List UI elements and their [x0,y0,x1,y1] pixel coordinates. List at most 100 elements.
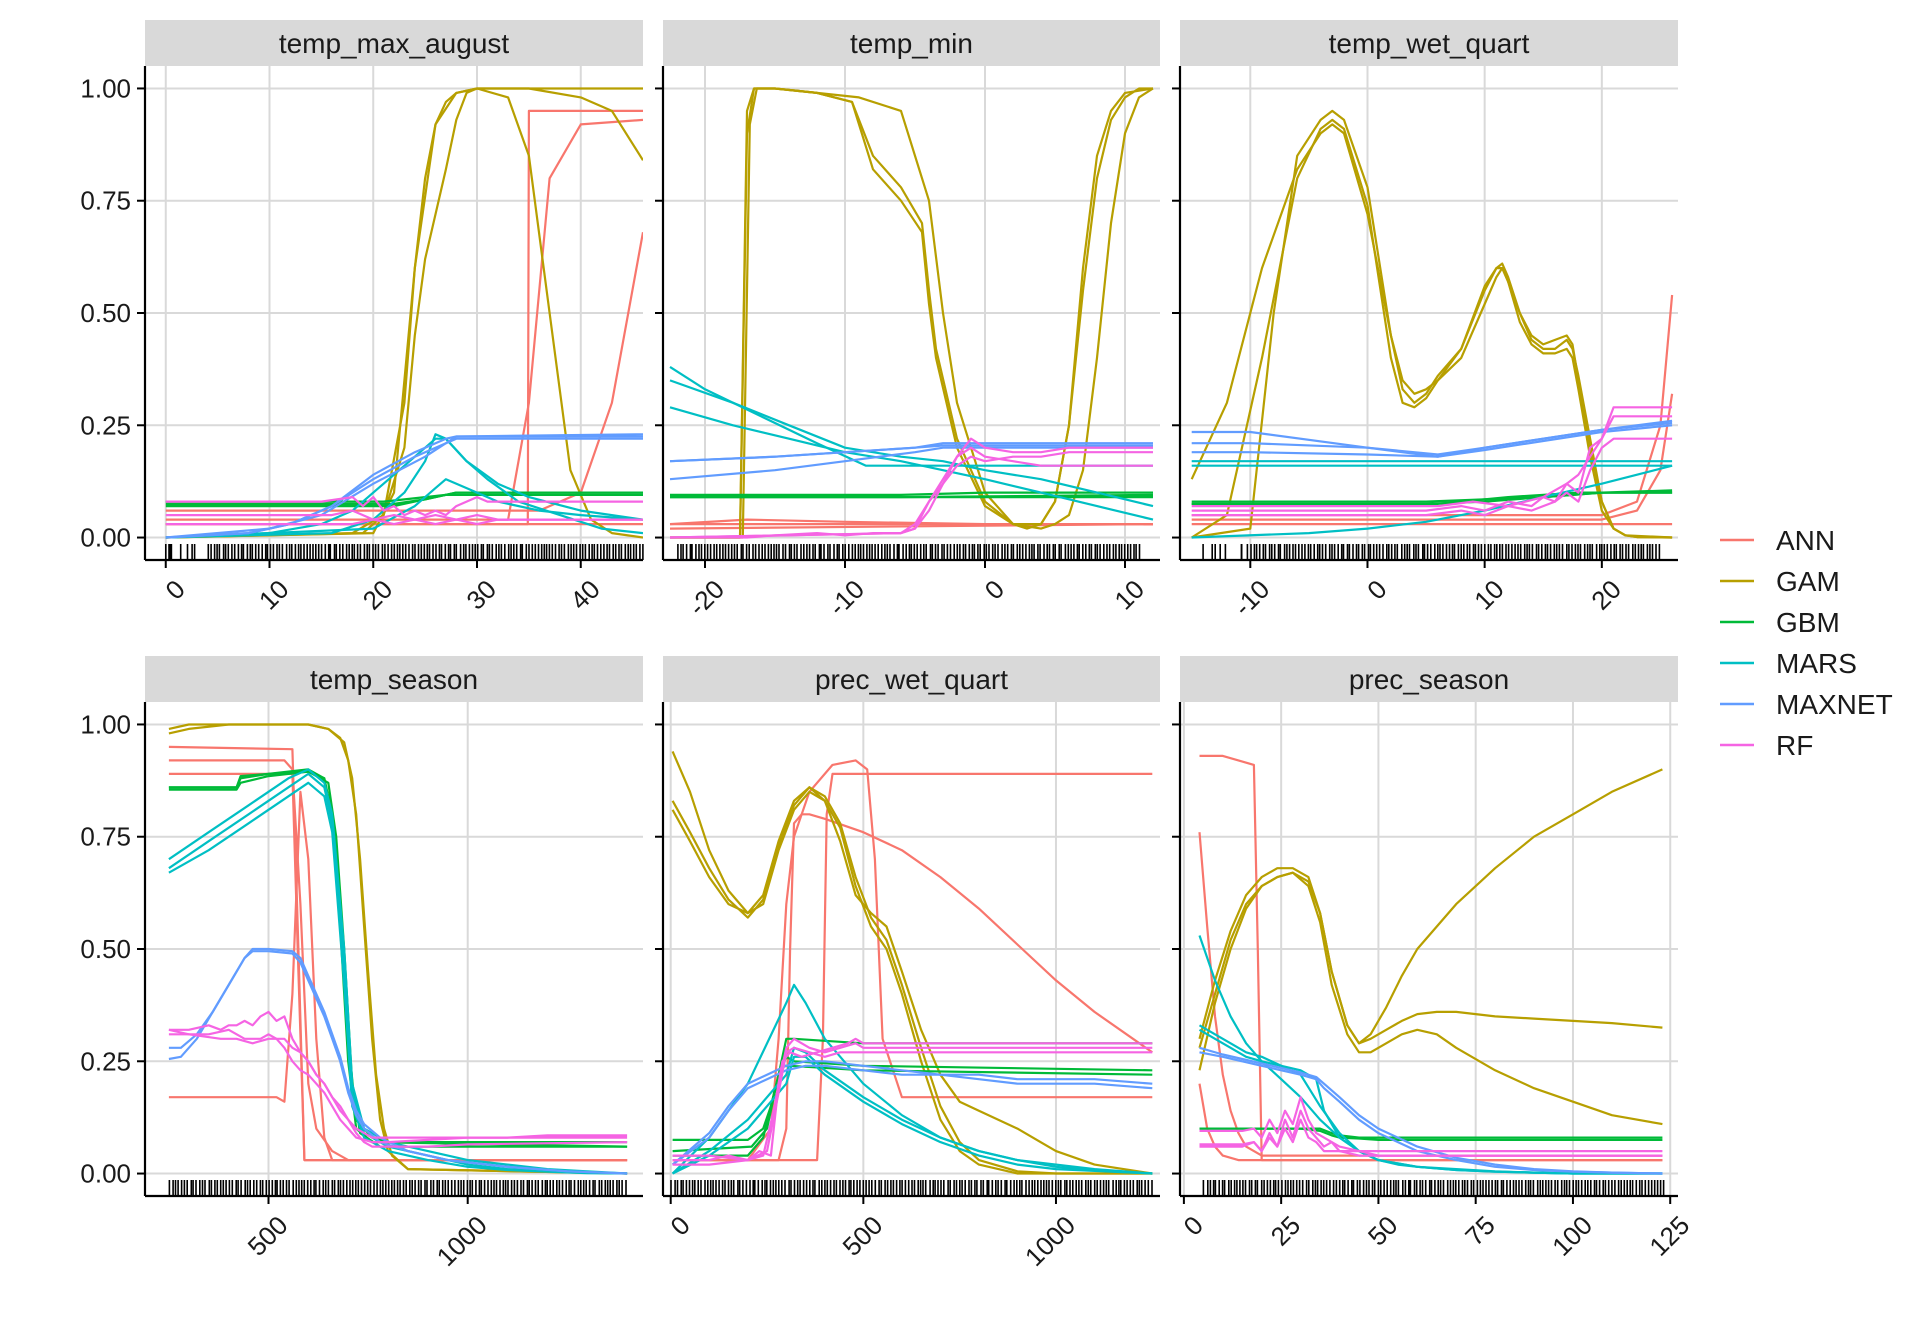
x-tick-label: 500 [242,1210,294,1262]
strip-background [663,20,1160,66]
x-tick-label: 1000 [431,1210,493,1272]
legend-item-ann: ANN [1720,525,1835,556]
legend-item-mars: MARS [1720,648,1857,679]
rug [677,544,1141,560]
series-line-maxnet [671,1064,1153,1166]
x-tick-label: 1000 [1019,1210,1081,1272]
rug-ticks [165,544,644,560]
x-tick-label: 30 [460,574,502,616]
legend-item-gam: GAM [1720,566,1840,597]
rug-ticks [677,544,1141,560]
series-line-ann [672,813,1153,1162]
x-tick-label: 0 [1361,574,1392,605]
y-tick-label: 0.50 [80,298,131,328]
legend-label: GAM [1776,566,1840,597]
series-line-gbm [168,770,628,1148]
x-tick-label: 10 [1108,574,1150,616]
series-line-maxnet [168,950,628,1175]
series-line-mars [1198,1024,1663,1175]
strip-background [145,656,643,702]
series-line-ann [168,790,628,1162]
legend-label: MARS [1776,648,1857,679]
series-line-rf [669,446,1153,539]
series-line-rf [1191,437,1673,517]
strip-label: temp_wet_quart [1329,28,1530,59]
series-line-rf [672,1046,1153,1162]
panel-temp_season: temp_season 0.00 0.25 0.50 0.75 1.00 500 1000 [80,656,643,1272]
series-line-mars [168,781,628,1175]
series-line-gam [671,786,1153,1175]
series-line-rf [672,1037,1153,1166]
y-tick-label: 1.00 [80,73,131,103]
x-tick-label: 25 [1265,1210,1307,1252]
x-tick-label: 20 [1585,574,1627,616]
rug-ticks [168,1180,627,1196]
series-line-ann [168,759,628,1162]
panel-temp_wet_quart: temp_wet_quart -10 0 10 20 [1172,20,1678,622]
series-lines [168,723,628,1175]
series-line-gbm [670,491,1153,496]
strip-background [1180,20,1678,66]
series-line-rf [1191,415,1673,508]
legend-label: MAXNET [1776,689,1893,720]
strip-label: temp_max_august [279,28,510,59]
series-line-gbm [168,768,628,1144]
series-line-maxnet [671,1060,1153,1166]
panels: temp_max_august 0.00 0.25 0.50 0.75 1.00 0 10 20… [80,20,1695,1272]
series-line-mars [669,406,1154,521]
rug [1202,1180,1665,1196]
legend-item-gbm: GBM [1720,607,1840,638]
legend-item-rf: RF [1720,730,1813,761]
x-tick-label: 10 [253,574,295,616]
panel-temp_min: temp_min -20 -10 0 10 [655,20,1160,622]
series-lines [165,87,643,539]
series-line-rf [669,451,1153,539]
y-tick-label: 0.75 [80,186,131,216]
rug-ticks [1202,544,1661,560]
strip-background [663,656,1160,702]
x-tick-label: 500 [837,1210,889,1262]
series-line-rf [1199,1109,1663,1153]
x-tick-label: 10 [1468,574,1510,616]
series-lines [669,87,1154,539]
series-lines [1190,109,1674,539]
series-line-rf [1199,1096,1663,1157]
series-line-gbm [1191,491,1673,505]
y-tick-label: 1.00 [80,709,131,739]
series-line-rf [1199,1118,1663,1157]
series-lines [1198,754,1663,1175]
series-line-gam [1198,867,1663,1045]
series-line-mars [672,1046,1153,1175]
series-line-mars [671,983,1153,1175]
legend-label: RF [1776,730,1813,761]
x-tick-label: 50 [1362,1210,1404,1252]
series-line-rf [168,1010,628,1139]
series-line-maxnet [1199,1046,1663,1175]
series-line-mars [168,772,628,1175]
series-line-rf [670,437,1153,539]
series-line-mars [669,379,1154,508]
series-line-rf [165,496,643,517]
series-line-maxnet [165,433,643,539]
series-line-gam [1190,123,1673,539]
y-tick-label: 0.00 [80,523,131,553]
x-tick-label: 0 [1178,1210,1209,1241]
x-tick-label: -10 [1228,574,1276,622]
series-line-ann [165,118,643,521]
series-line-ann [672,772,1153,1162]
rug [165,544,644,560]
series-line-maxnet [669,446,1153,481]
series-line-rf [168,1028,628,1144]
strip-label: temp_season [310,664,478,695]
series-line-maxnet [1191,424,1673,458]
y-tick-label: 0.25 [80,1046,131,1076]
series-line-rf [165,518,643,526]
series-line-ann [1199,754,1663,1162]
series-line-mars [669,365,1153,467]
x-tick-label: -20 [682,574,730,622]
series-line-maxnet [168,947,628,1175]
y-tick-label: 0.50 [80,934,131,964]
series-line-rf [168,1028,628,1148]
